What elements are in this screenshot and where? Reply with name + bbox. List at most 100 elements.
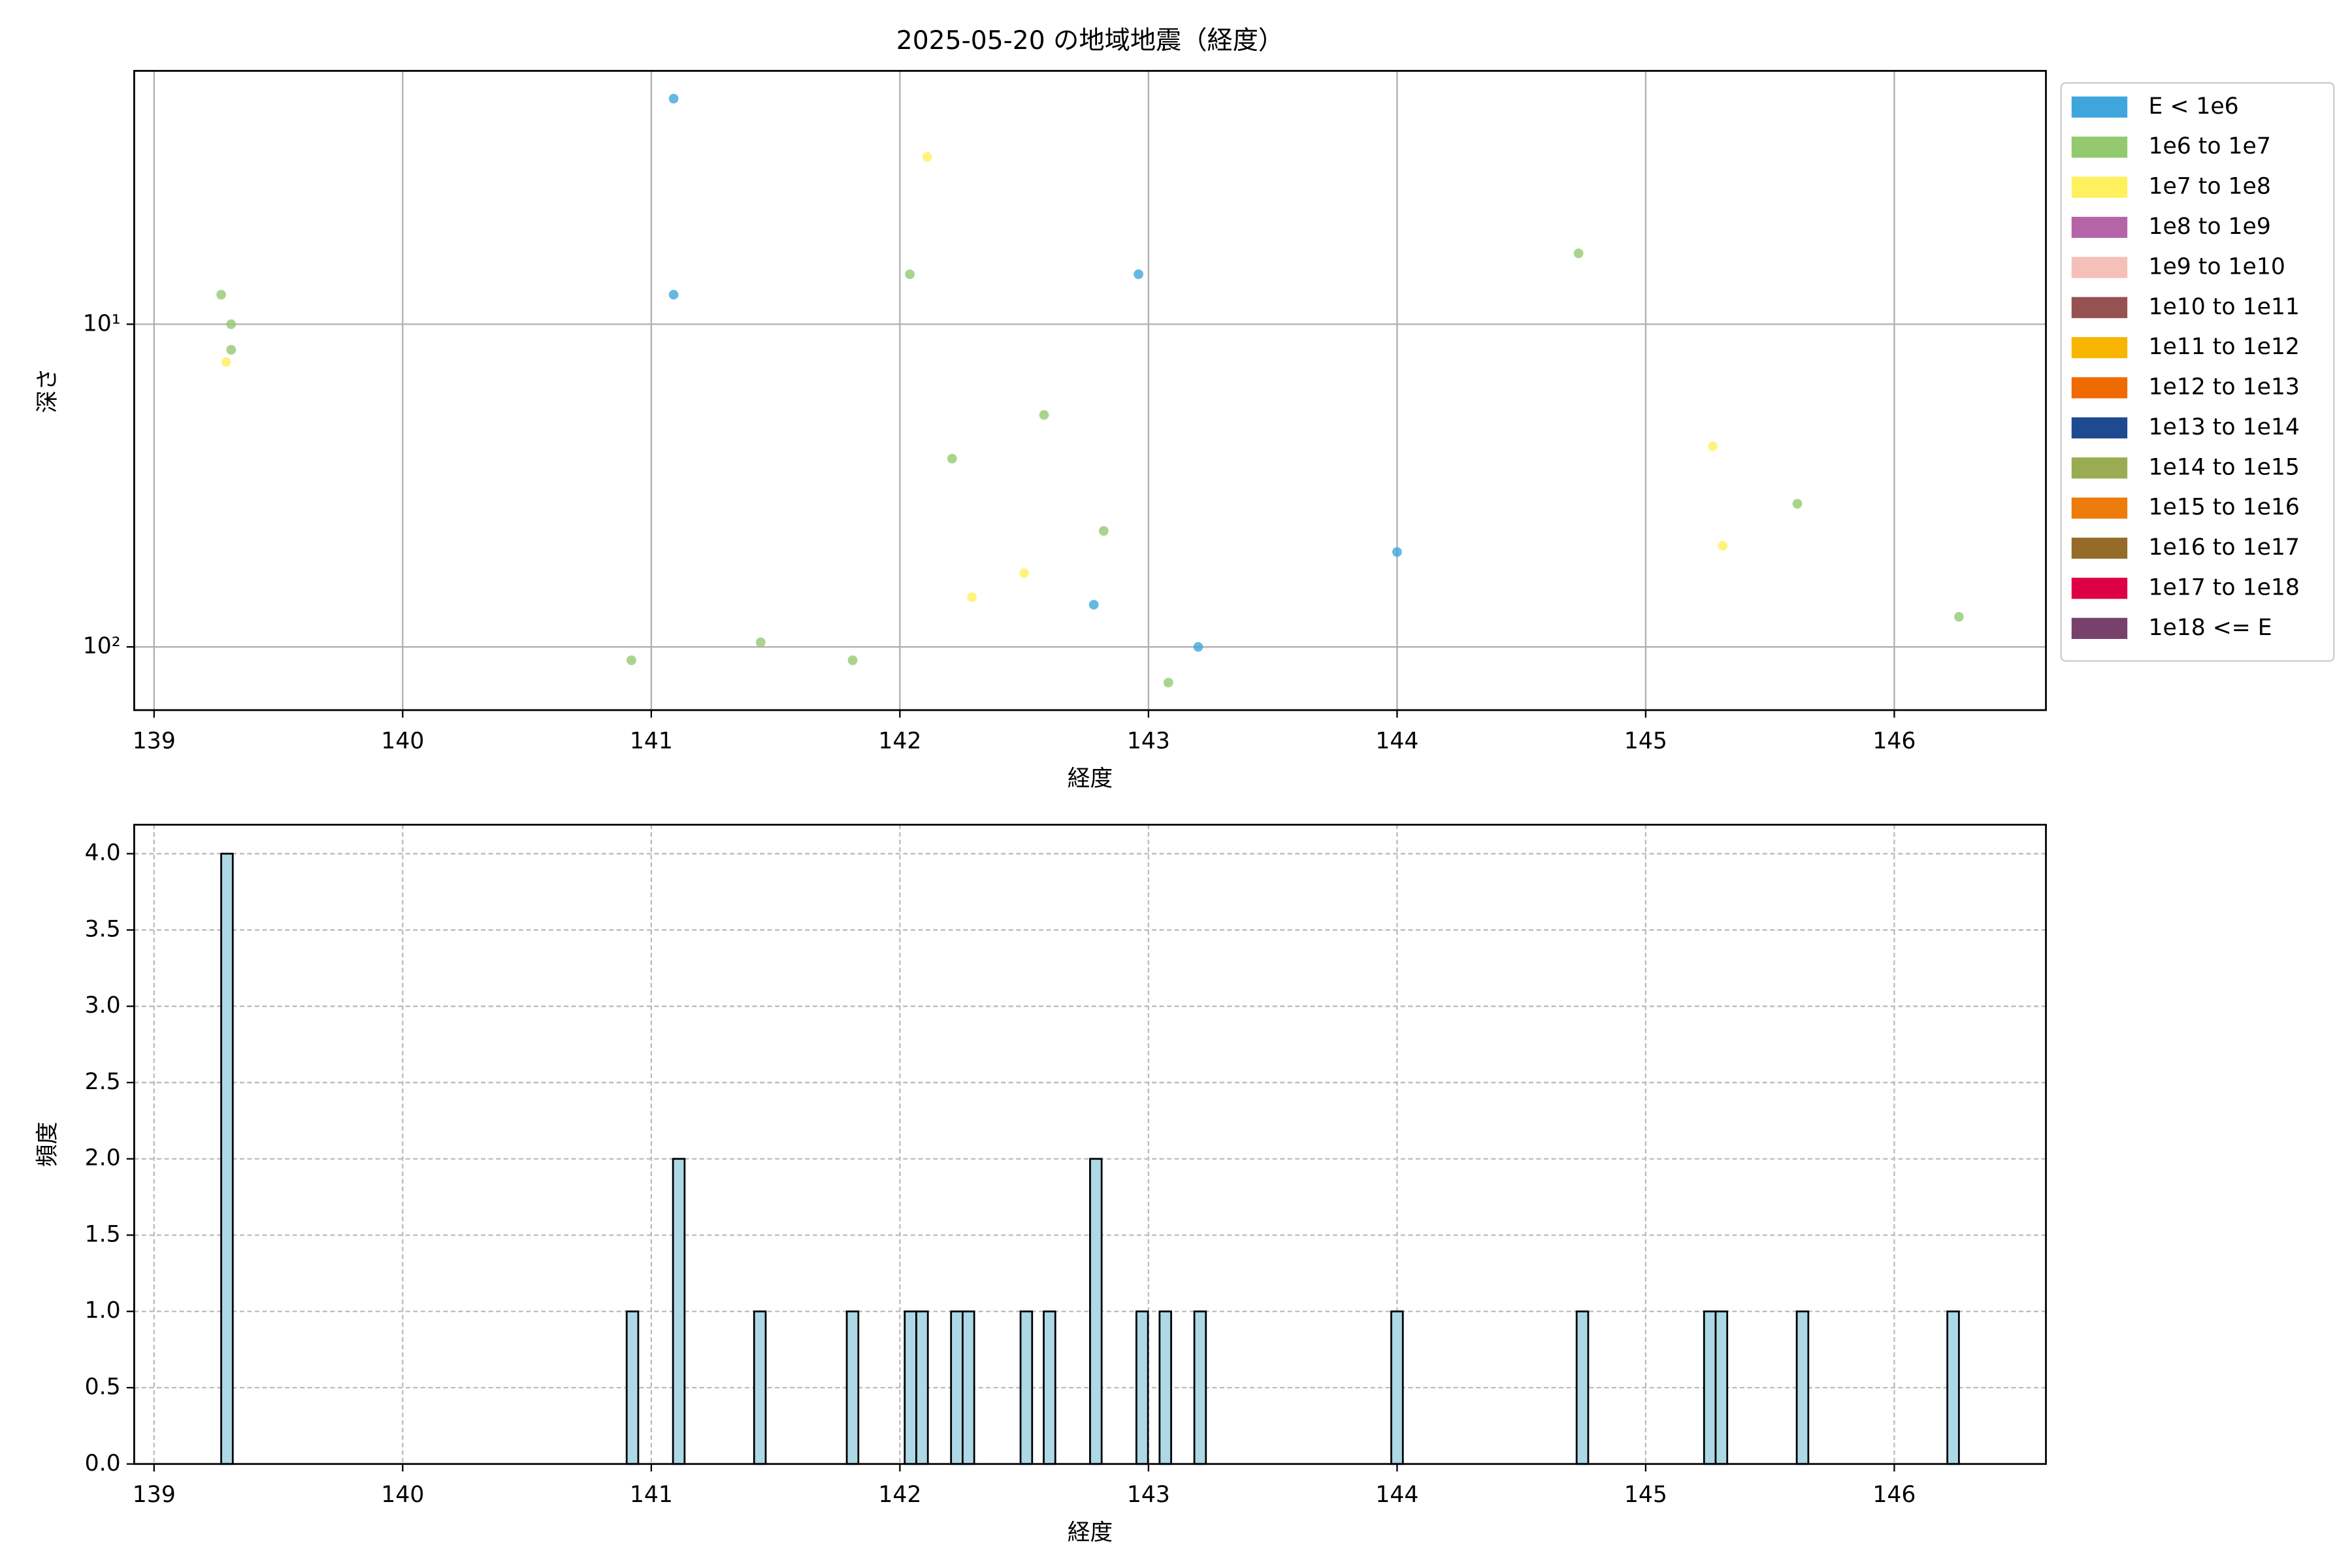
legend-label: 1e15 to 1e16 — [2148, 495, 2299, 521]
histogram-bar — [1714, 1310, 1729, 1465]
histogram-bar — [1019, 1310, 1034, 1465]
histogram-bar — [1135, 1310, 1149, 1465]
scatter-point — [1039, 410, 1049, 420]
y-tick-label: 10² — [83, 633, 121, 659]
x-tick-label: 145 — [1624, 728, 1667, 754]
legend-swatch — [2071, 617, 2128, 639]
y-tick-label: 3.0 — [85, 992, 121, 1019]
legend-label: 1e17 to 1e18 — [2148, 574, 2299, 600]
scatter-point — [1953, 612, 1964, 622]
histogram-bar — [1703, 1310, 1717, 1465]
histogram-bar — [220, 853, 234, 1465]
scatter-point — [847, 655, 858, 665]
scatter-point — [1163, 678, 1173, 688]
x-tick-label: 146 — [1872, 728, 1916, 754]
legend-swatch — [2071, 137, 2128, 158]
x-axis-label: 経度 — [1068, 766, 1113, 792]
y-tick-label: 1.0 — [85, 1298, 121, 1324]
scatter-point — [226, 319, 237, 329]
legend-swatch — [2071, 216, 2128, 238]
histogram-bar — [753, 1310, 767, 1465]
scatter-point — [627, 655, 636, 665]
scatter-point — [1134, 269, 1144, 280]
x-tick-label: 139 — [133, 1482, 176, 1508]
histogram-bar — [1390, 1310, 1404, 1465]
scatter-point — [1708, 441, 1718, 451]
legend-label: 1e16 to 1e17 — [2148, 534, 2299, 561]
y-tick-label: 0.0 — [85, 1450, 121, 1477]
scatter-point — [967, 592, 977, 602]
legend-label: 1e14 to 1e15 — [2148, 454, 2299, 480]
scatter-point — [221, 357, 231, 367]
chart-title: 2025-05-20 の地域地震（経度） — [896, 26, 1284, 56]
legend-label: 1e18 <= E — [2148, 615, 2272, 641]
x-axis-label: 経度 — [1068, 1520, 1113, 1546]
histogram-bar — [625, 1310, 640, 1465]
legend-label: 1e13 to 1e14 — [2148, 414, 2299, 440]
scatter-point — [922, 152, 932, 162]
scatter-point — [755, 637, 766, 647]
y-tick-label: 2.5 — [85, 1069, 121, 1095]
x-tick-label: 143 — [1127, 1482, 1170, 1508]
x-tick-label: 144 — [1375, 1482, 1418, 1508]
legend-swatch — [2071, 176, 2128, 198]
histogram-bar — [1089, 1158, 1103, 1465]
legend-label: 1e8 to 1e9 — [2148, 214, 2270, 240]
scatter-point — [1099, 526, 1109, 536]
x-tick-label: 142 — [878, 1482, 921, 1508]
y-tick-label: 0.5 — [85, 1374, 121, 1400]
legend-swatch — [2071, 457, 2128, 479]
scatter-point — [1718, 541, 1728, 551]
legend-label: E < 1e6 — [2148, 93, 2238, 120]
histogram-bar — [1193, 1310, 1207, 1465]
scatter-point — [1573, 248, 1584, 259]
legend-swatch — [2071, 578, 2128, 599]
legend-swatch — [2071, 377, 2128, 399]
plot-frame — [133, 823, 2047, 1465]
scatter-point — [1019, 568, 1030, 578]
legend-box — [2060, 82, 2335, 662]
legend-label: 1e9 to 1e10 — [2148, 253, 2285, 280]
legend-label: 1e10 to 1e11 — [2148, 294, 2299, 320]
scatter-point — [947, 453, 957, 464]
legend-swatch — [2071, 257, 2128, 278]
legend-label: 1e12 to 1e13 — [2148, 374, 2299, 400]
scatter-point — [905, 269, 915, 280]
histogram-bar — [904, 1310, 917, 1465]
y-tick-label: 1.5 — [85, 1221, 121, 1247]
scatter-point — [668, 289, 679, 300]
x-tick-label: 140 — [381, 728, 424, 754]
x-tick-label: 140 — [381, 1482, 424, 1508]
legend-swatch — [2071, 497, 2128, 519]
scatter-point — [668, 93, 679, 104]
y-axis-label: 深さ — [35, 368, 61, 413]
scatter-point — [1088, 600, 1099, 610]
scatter-point — [1792, 498, 1803, 509]
x-tick-label: 139 — [133, 728, 176, 754]
y-tick-label: 3.5 — [85, 916, 121, 942]
histogram-bar — [1946, 1310, 1960, 1465]
histogram-bar — [915, 1310, 929, 1465]
scatter-point — [226, 344, 237, 355]
legend-swatch — [2071, 537, 2128, 559]
legend-swatch — [2071, 417, 2128, 439]
y-tick-label: 2.0 — [85, 1145, 121, 1171]
plot-frame — [133, 70, 2047, 711]
x-tick-label: 144 — [1375, 728, 1418, 754]
y-tick-label: 4.0 — [85, 840, 121, 866]
y-axis-label: 頻度 — [35, 1122, 61, 1167]
legend-swatch — [2071, 96, 2128, 118]
legend-label: 1e6 to 1e7 — [2148, 133, 2270, 159]
legend-swatch — [2071, 337, 2128, 359]
x-tick-label: 141 — [630, 728, 673, 754]
histogram-bar — [950, 1310, 964, 1465]
scatter-point — [1392, 547, 1402, 557]
x-tick-label: 141 — [630, 1482, 673, 1508]
histogram-bar — [672, 1158, 686, 1465]
histogram-bar — [962, 1310, 975, 1465]
histogram-bar — [1795, 1310, 1810, 1465]
x-tick-label: 143 — [1127, 728, 1170, 754]
